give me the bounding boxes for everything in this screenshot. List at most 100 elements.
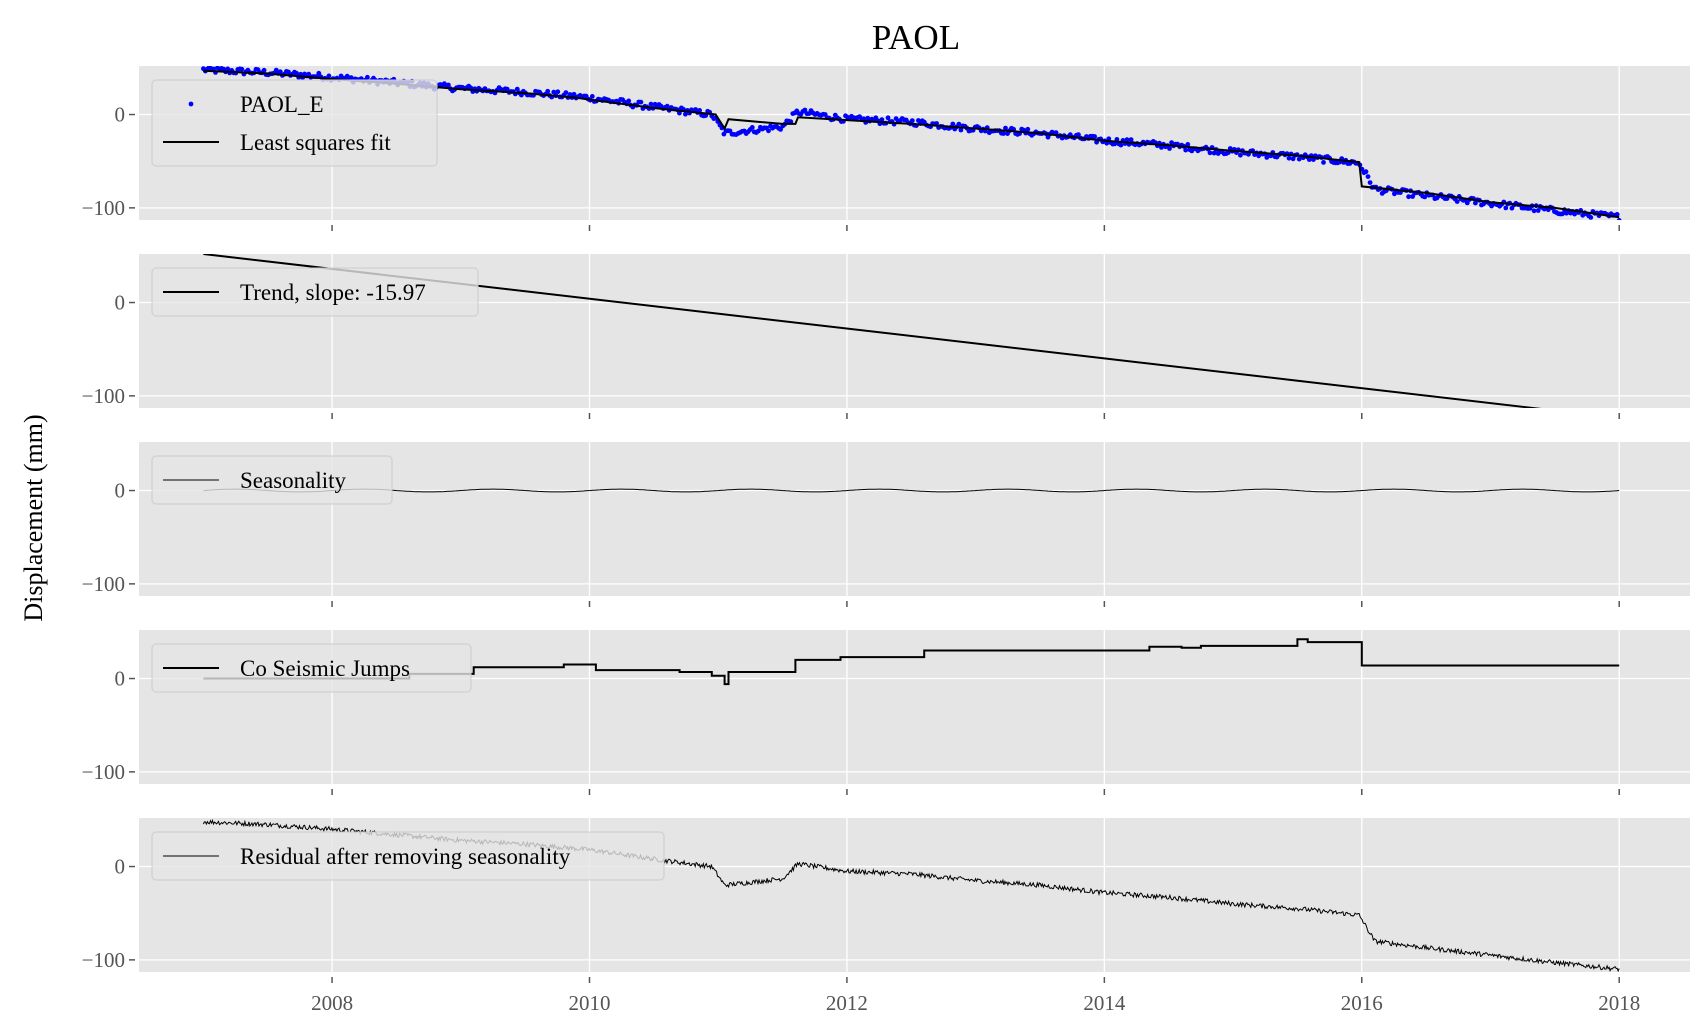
scatter-point <box>514 86 520 92</box>
scatter-point <box>683 111 688 117</box>
scatter-point <box>956 121 962 127</box>
subplot-stack: 0 −100 PAOL_E Least squares fit 0 −100 Trend, … <box>82 66 1690 1015</box>
scatter-point <box>261 67 267 73</box>
scatter-point <box>1104 140 1110 146</box>
x-tick-label: 2012 <box>826 991 868 1015</box>
scatter-point <box>571 91 577 97</box>
scatter-point <box>316 70 322 76</box>
scatter-point <box>239 66 245 72</box>
legend: Co Seismic Jumps <box>151 643 472 693</box>
scatter-point <box>545 88 551 94</box>
scatter-point <box>648 101 654 107</box>
plot-area <box>139 442 1690 596</box>
fit-line <box>203 69 1620 219</box>
y-tick-label: −100 <box>82 948 125 972</box>
legend-label: PAOL_E <box>240 92 324 117</box>
scatter-point <box>879 117 885 122</box>
scatter-point <box>909 118 915 123</box>
legend: Trend, slope: -15.97 <box>151 267 479 317</box>
y-tick-label: −100 <box>82 760 125 784</box>
scatter-point <box>555 89 561 95</box>
scatter-point <box>277 69 283 75</box>
scatter-point <box>802 107 808 113</box>
y-tick-label: −100 <box>82 384 125 408</box>
scatter-point <box>638 99 644 105</box>
scatter-point <box>1367 180 1373 186</box>
figure-title: PAOL <box>872 18 960 57</box>
legend-label: Least squares fit <box>240 130 391 155</box>
scatter-point <box>1531 208 1537 214</box>
scatter-point <box>1535 208 1541 213</box>
legend-box <box>151 79 438 167</box>
scatter-point <box>1207 150 1213 156</box>
scatter-point <box>766 128 771 134</box>
scatter-point <box>1454 199 1460 204</box>
legend-box <box>151 455 393 505</box>
scatter-point <box>348 75 354 80</box>
scatter-point <box>664 103 670 109</box>
scatter-point <box>788 119 794 125</box>
scatter-point <box>365 74 370 80</box>
legend: PAOL_E Least squares fit <box>151 79 438 167</box>
scatter-point <box>1183 147 1189 153</box>
scatter-point <box>1363 169 1369 175</box>
subplot-3: 0 −100 Seasonality <box>82 442 1690 607</box>
series-group <box>203 638 1620 686</box>
co-seismic-line <box>203 638 1620 686</box>
scatter-point <box>1118 142 1124 148</box>
y-tick-label: 0 <box>115 103 126 127</box>
x-tick-label: 2016 <box>1341 991 1383 1015</box>
scatter-point <box>1053 130 1059 136</box>
legend: Seasonality <box>151 455 393 505</box>
scatter-point <box>677 110 682 116</box>
y-tick-label: 0 <box>115 667 126 691</box>
legend-label: Seasonality <box>240 468 347 493</box>
scatter-point <box>589 94 595 99</box>
scatter-point <box>885 115 891 121</box>
seasonality-line <box>203 488 1620 493</box>
subplot-4: 0 −100 Co Seismic Jumps <box>82 630 1690 795</box>
scatter-point <box>950 121 956 127</box>
scatter-point <box>1003 125 1008 131</box>
legend-marker <box>188 101 194 107</box>
y-tick-label: −100 <box>82 572 125 596</box>
scatter-point <box>1365 174 1371 180</box>
legend-label: Residual after removing seasonality <box>240 844 571 869</box>
legend-box <box>151 643 472 693</box>
scatter-point <box>1306 157 1312 163</box>
scatter-point <box>1588 215 1594 220</box>
legend-label: Co Seismic Jumps <box>240 656 410 681</box>
y-tick-label: 0 <box>115 291 126 315</box>
x-tick-label: 2010 <box>568 991 610 1015</box>
scatter-point <box>1112 141 1118 147</box>
scatter-point <box>1290 156 1296 162</box>
series-group <box>203 488 1620 493</box>
scatter-point <box>1560 211 1565 217</box>
series-group <box>201 66 1622 220</box>
scatter-point <box>749 125 755 130</box>
scatter-point <box>1406 194 1411 200</box>
scatter-point <box>294 70 299 76</box>
scatter-point <box>225 66 231 72</box>
scatter-point <box>1616 218 1622 220</box>
y-tick-label: 0 <box>115 479 126 503</box>
scatter-point <box>326 73 332 79</box>
scatter-point <box>1211 150 1217 156</box>
subplot-1: 0 −100 PAOL_E Least squares fit <box>82 66 1690 231</box>
scatter-point <box>861 116 867 122</box>
scatter-point <box>1025 126 1031 132</box>
scatter-point <box>1185 142 1191 147</box>
scatter-point <box>756 128 761 134</box>
x-tick-label: 2008 <box>311 991 353 1015</box>
y-tick-label: −100 <box>82 196 125 220</box>
scatter-point <box>1124 137 1130 143</box>
legend-box <box>151 831 665 881</box>
scatter-point <box>563 90 569 95</box>
subplot-5: 0 −100 Residual after removing seasonality… <box>82 818 1690 1015</box>
scatter-point <box>551 89 557 95</box>
y-axis-label: Displacement (mm) <box>19 414 48 621</box>
scatter-point <box>958 127 964 133</box>
scatter-point <box>1238 152 1243 158</box>
legend-label: Trend, slope: -15.97 <box>240 280 426 305</box>
scatter-point <box>1422 194 1428 200</box>
